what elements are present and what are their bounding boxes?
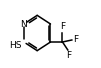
- Text: F: F: [60, 22, 65, 31]
- Text: HS: HS: [9, 41, 22, 50]
- Text: F: F: [73, 35, 78, 44]
- Text: N: N: [21, 20, 27, 28]
- Text: F: F: [67, 51, 72, 60]
